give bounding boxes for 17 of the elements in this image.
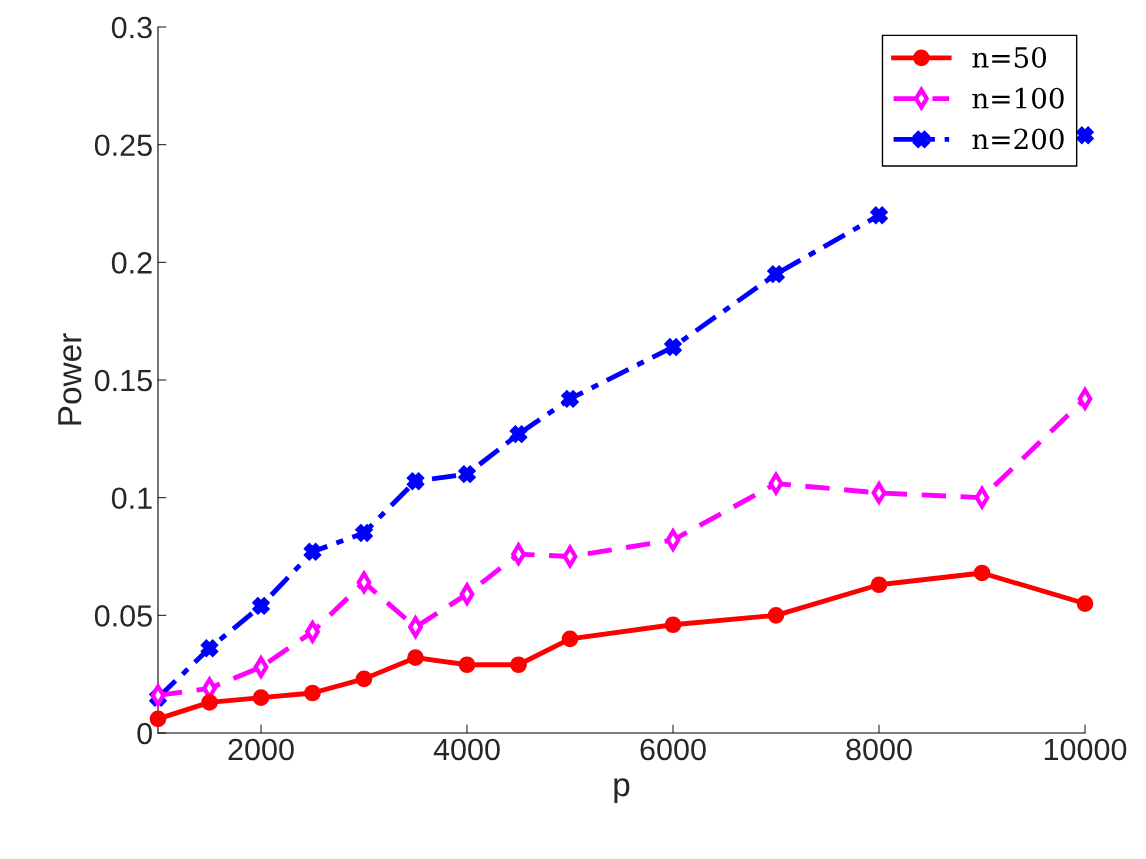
y-tick-label: 0.1 bbox=[111, 487, 152, 510]
legend-label: n=200 bbox=[972, 128, 1064, 150]
y-tick-label: 0.2 bbox=[111, 252, 152, 274]
y-tick-label: 0 bbox=[137, 722, 152, 745]
x-tick-label: 2000 bbox=[228, 738, 294, 761]
x-tick-label: 4000 bbox=[433, 738, 500, 761]
y-tick-label: 0.25 bbox=[94, 134, 152, 157]
y-tick-label: 0.3 bbox=[111, 16, 152, 39]
x-tick-label: 8000 bbox=[846, 738, 912, 761]
legend-label: n=50 bbox=[972, 46, 1047, 68]
x-tick-label: 6000 bbox=[640, 738, 706, 761]
x-tick-label: 10000 bbox=[1044, 738, 1127, 761]
y-axis-title: Power bbox=[58, 333, 82, 425]
legend-label: n=100 bbox=[972, 87, 1064, 109]
x-axis-title: p bbox=[614, 778, 630, 803]
y-tick-label: 0.05 bbox=[94, 605, 152, 627]
y-tick-label: 0.15 bbox=[94, 369, 152, 392]
